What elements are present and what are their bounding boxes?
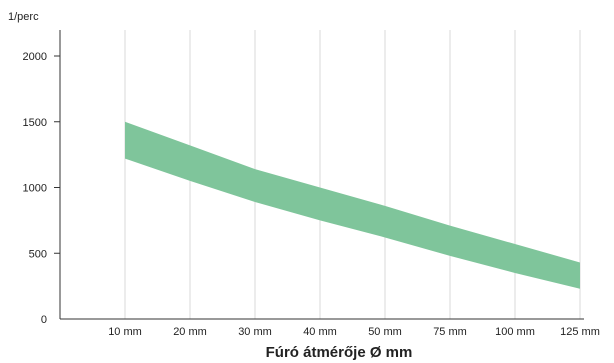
y-axis-unit-label: 1/perc [8,11,39,23]
x-tick-label-4: 40 mm [303,326,337,338]
x-tick-label-7: 100 mm [495,326,535,338]
y-axis-ticks: 0 500 1000 1500 2000 [23,51,60,326]
axes [59,30,584,320]
x-tick-label-5: 50 mm [368,326,402,338]
y-tick-label-1500: 1500 [23,117,47,129]
y-tick-label-1000: 1000 [23,183,47,195]
y-tick-label-0: 0 [41,314,47,326]
x-axis-ticks: 10 mm 20 mm 30 mm 40 mm 50 mm 75 mm 100 mm 125 … [108,326,600,338]
rpm-range-band [125,121,580,289]
x-axis-title: Fúró átmérője Ø mm [266,344,413,361]
x-tick-label-3: 30 mm [238,326,272,338]
x-tick-label-2: 20 mm [173,326,207,338]
x-tick-label-1: 10 mm [108,326,142,338]
y-tick-label-500: 500 [29,248,47,260]
x-tick-label-6: 75 mm [433,326,467,338]
y-tick-label-2000: 2000 [23,51,47,63]
x-tick-label-8: 125 mm [560,326,600,338]
